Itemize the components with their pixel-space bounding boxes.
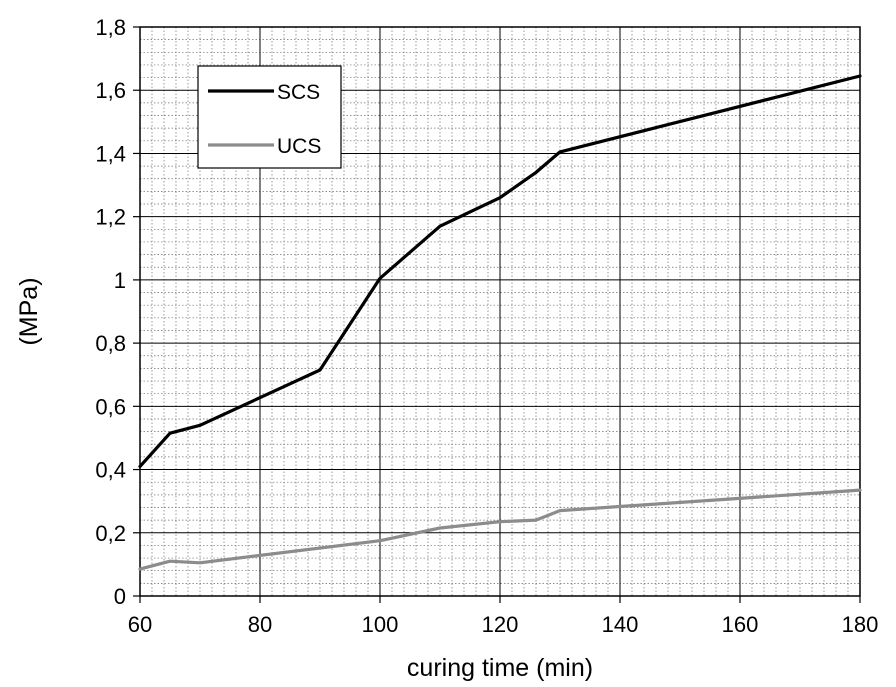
x-tick-label: 80	[248, 612, 272, 637]
legend-box	[197, 65, 342, 169]
y-tick-label: 0,2	[95, 521, 126, 546]
y-tick-label: 1,6	[95, 78, 126, 103]
x-tick-label: 160	[722, 612, 759, 637]
y-tick-label: 0	[114, 584, 126, 609]
series-layer	[138, 74, 862, 571]
y-tick-label: 1	[114, 268, 126, 293]
legend: SCS UCS	[197, 65, 342, 169]
y-axis-title: (MPa)	[15, 277, 43, 345]
y-tick-label: 0,8	[95, 331, 126, 356]
x-tick-label: 140	[602, 612, 639, 637]
y-tick-label: 0,6	[95, 394, 126, 419]
x-axis-ticks: 60 80 100 120 140 160 180	[128, 596, 879, 637]
y-tick-label: 1,4	[95, 141, 126, 166]
x-tick-label: 60	[128, 612, 152, 637]
y-tick-label: 1,8	[95, 15, 126, 40]
y-tick-label: 0,4	[95, 458, 126, 483]
y-tick-label: 1,2	[95, 205, 126, 230]
series-line-scs	[138, 74, 862, 468]
legend-label-scs: SCS	[277, 81, 320, 104]
x-tick-label: 120	[482, 612, 519, 637]
series-line-ucs	[138, 488, 862, 571]
x-tick-label: 100	[362, 612, 399, 637]
x-axis-title: curing time (min)	[407, 654, 593, 682]
y-axis-ticks: 0 0,2 0,4 0,6 0,8 1 1,2 1,4 1,6 1,8	[95, 15, 140, 609]
x-tick-label: 180	[842, 612, 879, 637]
legend-label-ucs: UCS	[277, 135, 321, 158]
